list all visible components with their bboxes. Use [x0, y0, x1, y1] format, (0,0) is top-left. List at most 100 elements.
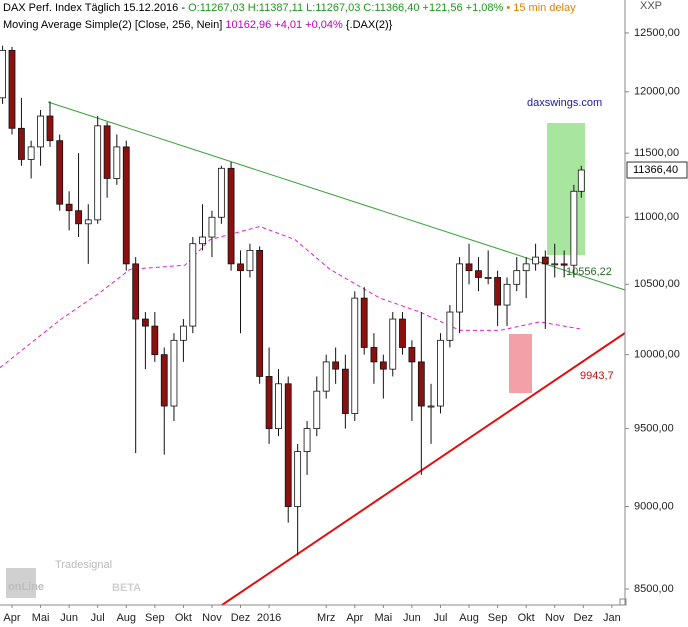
candle-body: [27, 146, 35, 160]
watermark-beta: BETA: [112, 582, 141, 594]
x-tick-label: Dez: [231, 612, 251, 624]
y-tick-label: 12500,00: [634, 27, 680, 39]
candle-body: [179, 325, 187, 341]
candle-body: [65, 203, 73, 212]
moving-average-line: [0, 225, 580, 369]
candle-body: [189, 243, 197, 327]
candle-body: [208, 216, 216, 238]
candle-body: [417, 361, 425, 407]
y-tick-label: 12000,00: [634, 86, 680, 98]
x-tick-label: Okt: [175, 612, 192, 624]
x-tick-label: Sep: [488, 612, 508, 624]
x-tick-label: Apr: [346, 612, 363, 624]
resistance-trendline: [47, 101, 626, 291]
y-tick-label: 10500,00: [634, 278, 680, 290]
x-tick-label: Jun: [403, 612, 421, 624]
candle-body: [503, 283, 511, 306]
candle-body: [170, 339, 178, 407]
candle-body: [284, 383, 292, 507]
candle-body: [389, 318, 397, 370]
candle-body: [0, 49, 6, 99]
x-tick-label: Mai: [374, 612, 392, 624]
candle-body: [399, 318, 406, 348]
candle-body: [551, 263, 559, 266]
candle-body: [227, 167, 235, 265]
candle-body: [151, 325, 159, 356]
site-annotation: daxswings.com: [527, 97, 602, 109]
candle-body: [122, 146, 130, 265]
candle-body: [360, 297, 368, 348]
x-tick-label: Jul: [433, 612, 447, 624]
header-symbol: DAX Perf. Index Täglich 15.12.2016 -: [3, 2, 185, 14]
candle-body: [322, 361, 330, 392]
candle-body: [37, 115, 44, 148]
candle-body: [217, 167, 225, 218]
x-tick-label: Okt: [518, 612, 535, 624]
candle-body: [446, 311, 454, 341]
candle-body: [160, 354, 168, 407]
resistance-annotation: 10556,22: [566, 266, 612, 278]
x-tick-label: Nov: [202, 612, 222, 624]
candle-body: [475, 270, 482, 278]
plot-area: [0, 45, 585, 556]
support-annotation: 9943,7: [580, 370, 614, 382]
candle-body: [103, 125, 111, 179]
candle-body: [141, 318, 149, 327]
candle-body: [541, 256, 549, 265]
candle-body: [313, 390, 321, 430]
x-tick-label: Aug: [459, 612, 479, 624]
x-tick-label: Jun: [60, 612, 78, 624]
support-zone: [509, 334, 532, 393]
y-tick-label: 11500,00: [634, 147, 679, 159]
candle-body: [522, 263, 530, 272]
axis-unit: XXP: [640, 0, 662, 12]
candle-body: [408, 347, 416, 363]
indicator-name: Moving Average Simple(2) [Close, 256, Ne…: [3, 19, 222, 31]
candle-body: [237, 263, 244, 272]
candle-body: [303, 428, 311, 452]
support-trendline: [221, 332, 626, 606]
logo-box: [6, 568, 36, 598]
y-tick-label: 10000,00: [634, 349, 680, 361]
watermark: Tradesignal onLine BETA: [6, 559, 141, 598]
x-tick-label: Jan: [603, 612, 621, 624]
candle-body: [84, 219, 92, 225]
candle-body: [8, 49, 16, 129]
indicator-value: 10162,96 +4,01 +0,04%: [225, 19, 343, 31]
candle-body: [294, 451, 302, 507]
last-price-box: [626, 161, 688, 179]
header-delay: • 15 min delay: [506, 2, 576, 14]
x-tick-label: Mrz: [317, 612, 335, 624]
candle-body: [246, 249, 254, 272]
candle-body: [577, 169, 585, 192]
x-tick-label: Dez: [574, 612, 594, 624]
x-tick-label: Apr: [3, 612, 20, 624]
watermark-main: onLine: [8, 581, 44, 593]
candle-body: [379, 361, 387, 370]
candle-body: [427, 405, 435, 408]
x-tick-label: Mai: [32, 612, 50, 624]
x-tick-label: 2016: [257, 612, 281, 624]
candle-body: [456, 263, 464, 313]
candle-body: [75, 210, 82, 225]
candle-body: [18, 127, 25, 160]
candle-body: [265, 376, 273, 430]
candle-body: [484, 277, 492, 279]
candle-body: [494, 277, 502, 306]
candle-body: [532, 256, 539, 265]
candle-body: [46, 115, 54, 142]
candle-body: [275, 383, 282, 430]
candle-body: [370, 347, 378, 363]
candle-body: [341, 368, 349, 414]
x-tick-label: Nov: [545, 612, 565, 624]
candle-body: [570, 190, 578, 266]
header-line-1: DAX Perf. Index Täglich 15.12.2016 - O:1…: [3, 2, 576, 14]
candle-body: [132, 263, 140, 320]
indicator-source: {.DAX(2)}: [346, 19, 393, 31]
candle-body: [113, 146, 121, 179]
y-tick-label: 8500,00: [634, 583, 674, 595]
candle-body: [332, 361, 340, 370]
y-tick-label: 9000,00: [634, 500, 674, 512]
